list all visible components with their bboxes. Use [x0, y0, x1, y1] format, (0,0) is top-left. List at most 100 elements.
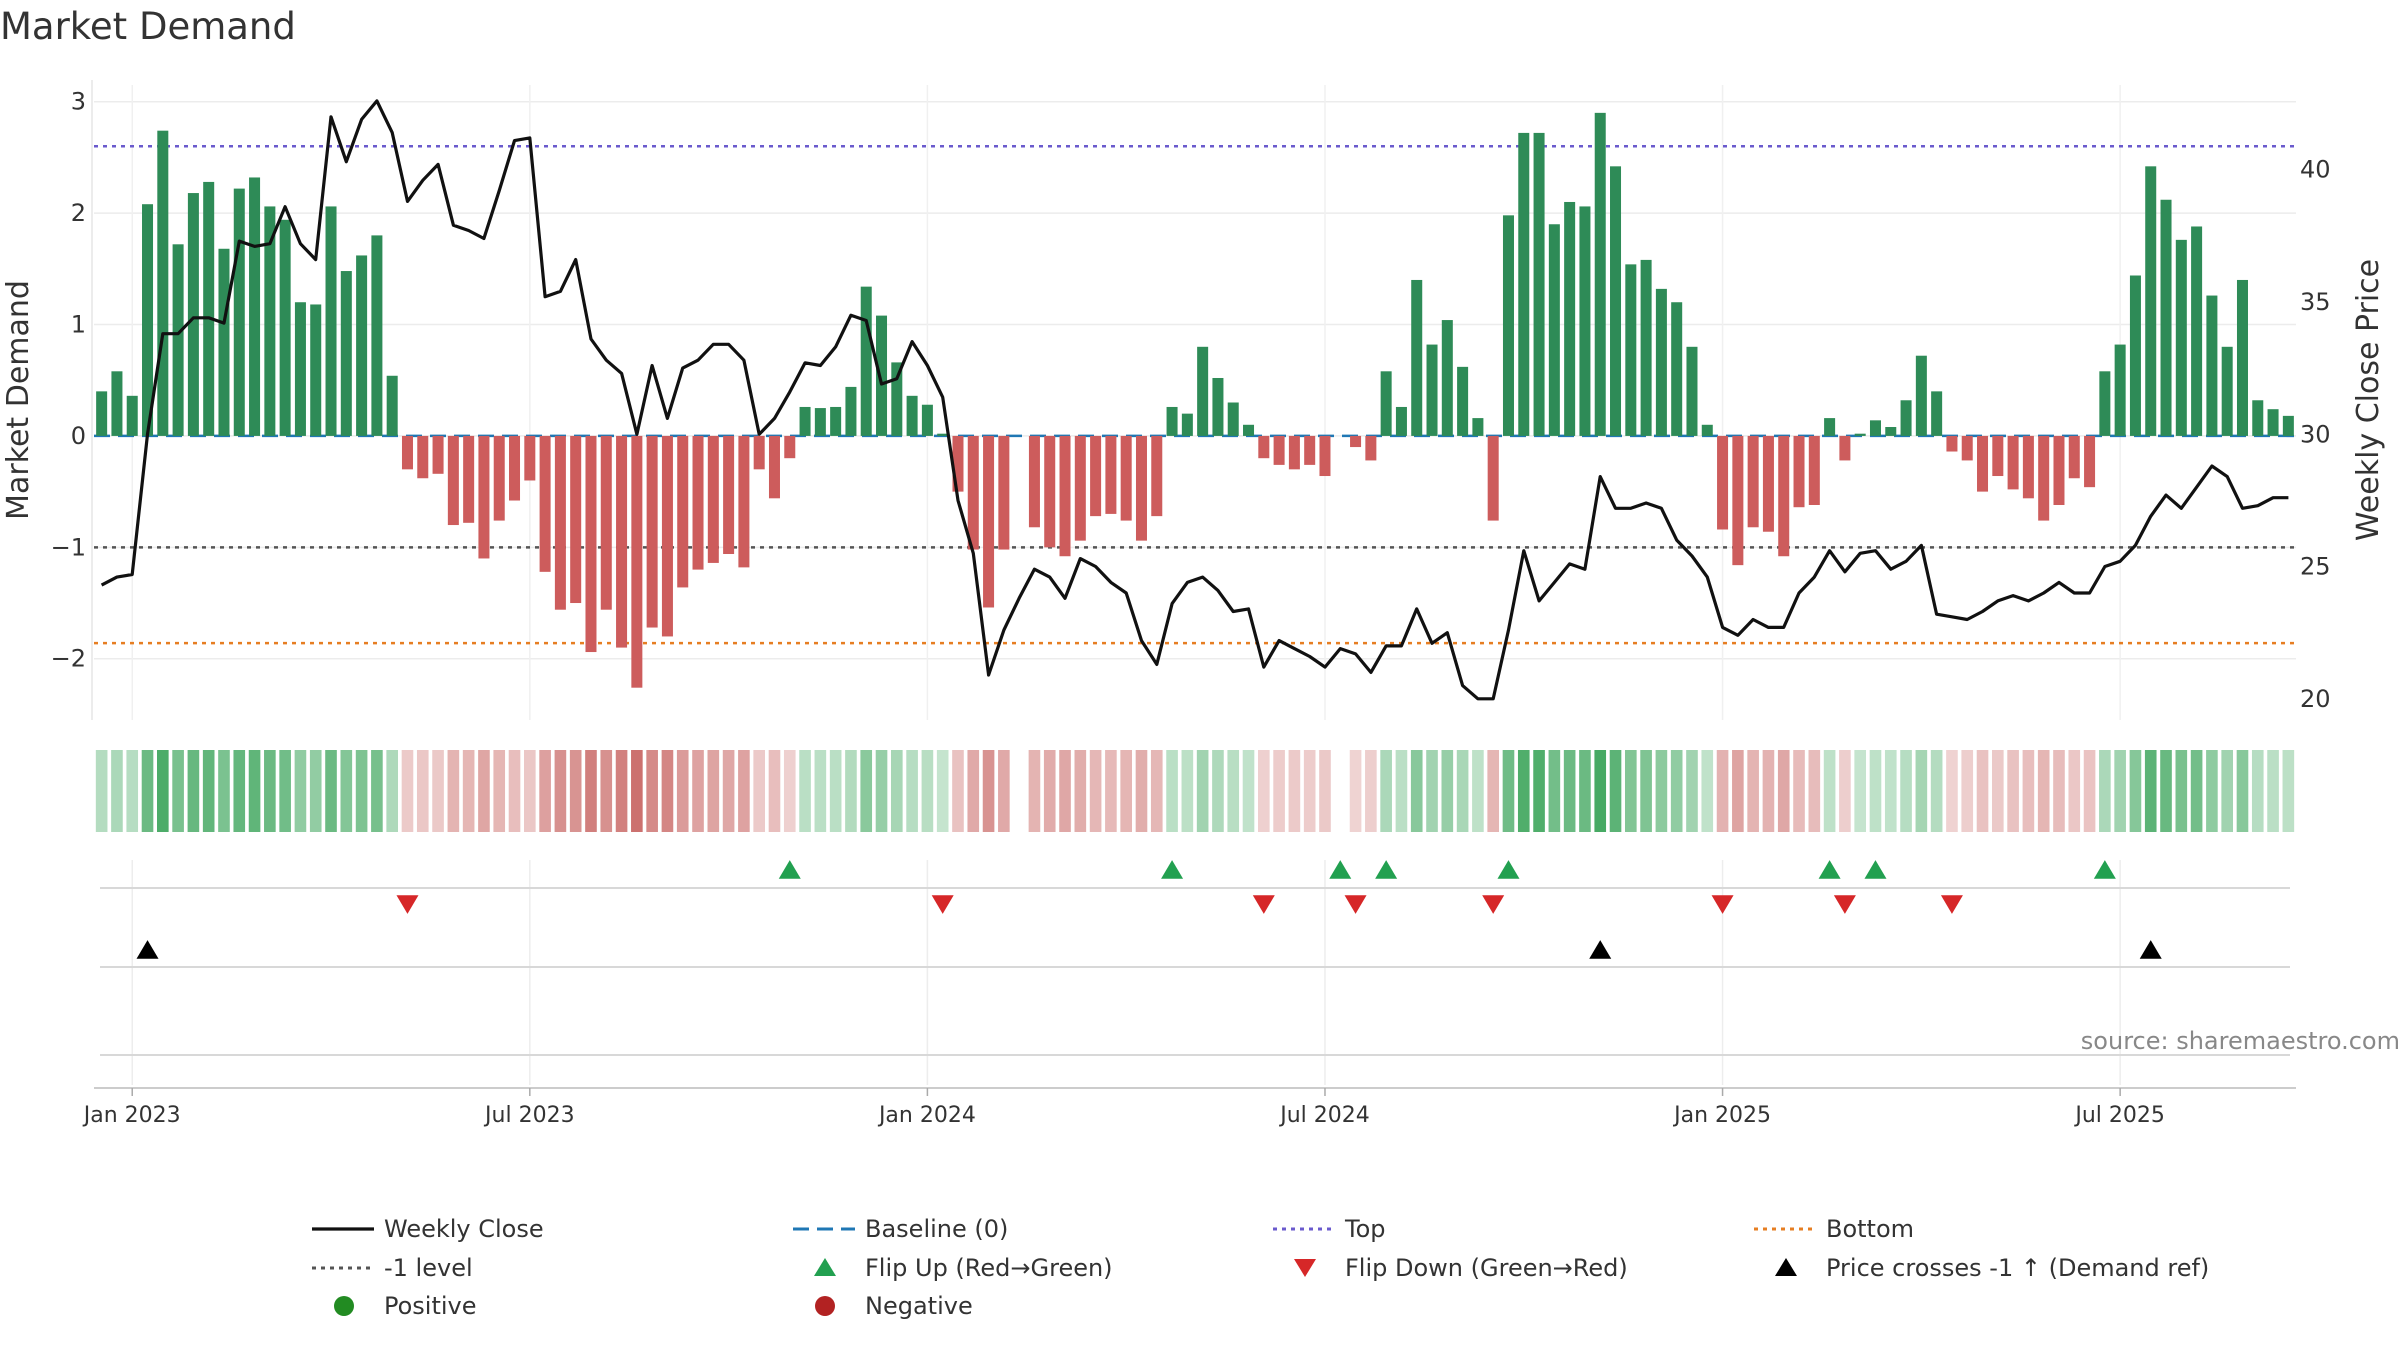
demand-bar-negative [784, 435, 796, 459]
demand-bar-positive [906, 395, 918, 436]
heat-cell [1105, 750, 1117, 832]
legend-item: Flip Down (Green→Red) [1294, 1254, 1628, 1282]
heat-cell [2053, 750, 2065, 832]
heat-cell [2007, 750, 2019, 832]
demand-bar-negative [1747, 435, 1759, 528]
legend-item: Weekly Close [312, 1215, 544, 1243]
heat-cell [1777, 750, 1790, 832]
heat-cell [172, 750, 184, 832]
reference-levels [94, 145, 2296, 645]
demand-bar-positive [1655, 288, 1667, 436]
x-tick-label: Jan 2023 [82, 1103, 181, 1128]
y-tick-label: 1 [71, 311, 86, 339]
demand-bar-negative [1365, 435, 1377, 461]
demand-heat-strip [95, 750, 2295, 832]
heat-cell [355, 750, 368, 832]
heat-cell [1670, 750, 1683, 832]
demand-bar-positive [371, 235, 383, 436]
legend-item: Top [1273, 1215, 1386, 1243]
y2-axis-label: Weekly Close Price [2351, 259, 2386, 541]
heat-cell [1884, 750, 1897, 832]
x-tick-label: Jul 2024 [1278, 1103, 1370, 1128]
y2-tick-label: 20 [2300, 685, 2331, 713]
demand-bar-positive [1518, 132, 1530, 436]
demand-bar-positive [1885, 427, 1897, 436]
heat-cell [1013, 750, 1025, 832]
heat-cell [952, 750, 964, 832]
price-line-group [100, 99, 2289, 701]
heat-cell [1319, 750, 1331, 832]
demand-bar-positive [1441, 320, 1453, 436]
demand-bar-positive [233, 188, 245, 436]
flip-up-marker [1161, 860, 1184, 879]
heat-cell [508, 750, 521, 832]
flip-down-marker [1940, 895, 1963, 914]
demand-bar-positive [1869, 420, 1881, 436]
demand-bar-negative [1304, 435, 1316, 465]
demand-bar-negative [952, 435, 964, 492]
heat-cell [768, 750, 781, 832]
heat-cell [936, 750, 949, 832]
heat-cell [1563, 750, 1576, 832]
legend-item: Flip Up (Red→Green) [814, 1254, 1113, 1282]
legend-label: Weekly Close [384, 1215, 544, 1243]
demand-bar-negative [600, 435, 612, 610]
demand-bar-negative [1778, 435, 1790, 557]
legend-label: Bottom [1826, 1215, 1914, 1243]
heat-cell [1349, 750, 1362, 832]
heat-cell [783, 750, 796, 832]
heat-cell [1334, 750, 1347, 832]
grid [91, 80, 2296, 1085]
weekly-close-line [100, 99, 2289, 701]
demand-bar-positive [264, 206, 276, 436]
demand-bar-negative [738, 435, 750, 568]
heat-cell [707, 750, 720, 832]
demand-bar-positive [876, 315, 888, 436]
demand-bar-positive [96, 391, 108, 436]
heat-cell [1747, 750, 1759, 832]
demand-bar-negative [1992, 435, 2004, 477]
chart-title: Market Demand [0, 5, 296, 48]
demand-bar-positive [2206, 295, 2218, 436]
demand-bar-positive [2145, 166, 2157, 436]
demand-bar-positive [1411, 279, 1423, 436]
demand-bar-positive [187, 193, 199, 436]
demand-bar-negative [998, 435, 1010, 550]
heat-cell [2099, 750, 2111, 832]
demand-bar-positive [2252, 400, 2264, 436]
flip-up-marker [1864, 860, 1887, 879]
heat-cell [1043, 750, 1056, 832]
demand-bar-negative [646, 435, 658, 628]
demand-bar-positive [157, 130, 169, 436]
demand-bar-positive [921, 404, 933, 436]
demand-bar-negative [1090, 435, 1102, 517]
heat-cell [615, 750, 628, 832]
demand-bar-positive [1166, 406, 1178, 436]
demand-bar-negative [1946, 435, 1958, 452]
y-tick-label: 2 [71, 199, 86, 227]
legend-label: Baseline (0) [865, 1215, 1008, 1243]
heat-cell [2083, 750, 2096, 832]
demand-bar-positive [1640, 259, 1652, 436]
heat-cell [1059, 750, 1071, 832]
heat-cell [1487, 750, 1499, 832]
demand-bar-negative [2038, 435, 2050, 521]
heat-cell [1655, 750, 1668, 832]
demand-bar-negative [983, 435, 995, 608]
legend-item: Price crosses -1 ↑ (Demand ref) [1775, 1254, 2209, 1282]
demand-bar-negative [1717, 435, 1729, 530]
demand-bar-positive [294, 302, 306, 436]
demand-bar-positive [2175, 239, 2187, 436]
demand-bar-negative [432, 435, 444, 474]
demand-bar-negative [1793, 435, 1805, 508]
demand-bar-positive [1197, 346, 1209, 436]
x-tick-label: Jan 2025 [1672, 1103, 1771, 1128]
heat-cell [2037, 750, 2050, 832]
heat-cell [1150, 750, 1163, 832]
heat-cell [753, 750, 765, 832]
demand-bar-negative [707, 435, 719, 563]
demand-bar-negative [1044, 435, 1056, 548]
demand-bar-positive [2191, 226, 2203, 436]
demand-bar-negative [616, 435, 628, 648]
heat-cell [1716, 750, 1729, 832]
